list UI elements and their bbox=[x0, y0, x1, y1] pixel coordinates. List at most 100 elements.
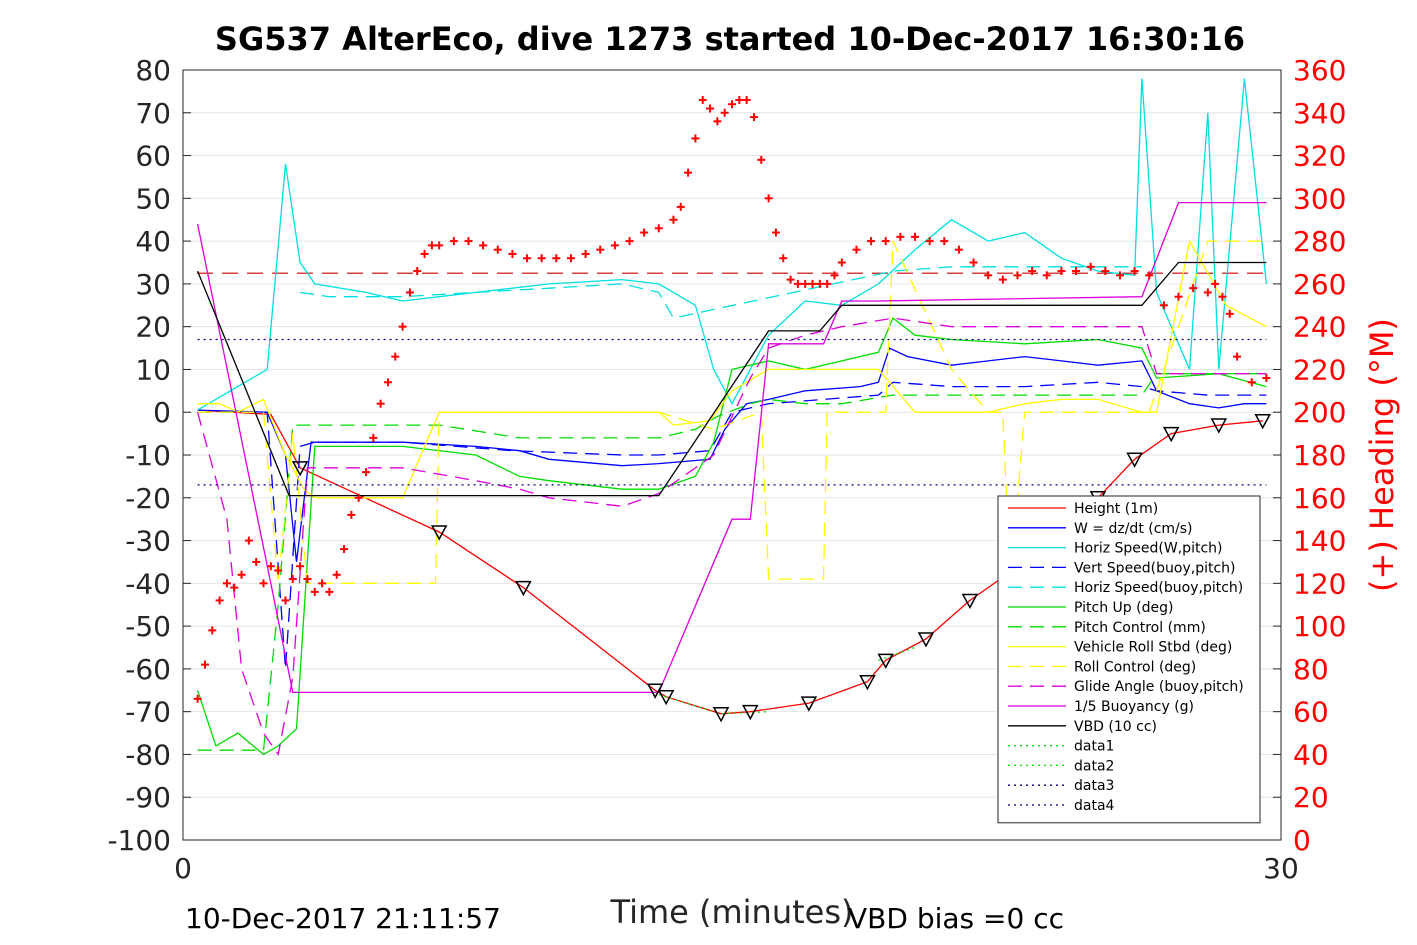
heading-point-24 bbox=[369, 433, 378, 442]
heading-point-102 bbox=[1247, 378, 1256, 387]
triangle-markers bbox=[291, 414, 1271, 723]
heading-point-91 bbox=[1115, 271, 1124, 280]
heading-point-13 bbox=[288, 575, 297, 584]
heading-point-5 bbox=[230, 583, 239, 592]
heading-point-72 bbox=[837, 258, 846, 267]
heading-point-83 bbox=[998, 275, 1007, 284]
heading-point-82 bbox=[984, 271, 993, 280]
y2tick-label-5: 260 bbox=[1293, 268, 1346, 301]
heading-point-19 bbox=[332, 570, 341, 579]
triangle-marker-16 bbox=[1126, 452, 1143, 468]
heading-point-98 bbox=[1211, 279, 1220, 288]
heading-point-70 bbox=[823, 279, 832, 288]
chart-title: SG537 AlterEco, dive 1273 started 10-Dec… bbox=[215, 20, 1245, 58]
heading-point-71 bbox=[830, 271, 839, 280]
series-line-5 bbox=[196, 317, 1267, 756]
legend: Height (1m) W = dz/dt (cm/s) Horiz Speed(W… bbox=[997, 495, 1261, 824]
heading-point-50 bbox=[676, 202, 685, 211]
ytick-label-11: -30 bbox=[125, 525, 171, 558]
heading-point-25 bbox=[376, 399, 385, 408]
heading-point-46 bbox=[625, 237, 634, 246]
right-axis-label: (+) Heading (°M) bbox=[1363, 318, 1401, 592]
legend-label-5: Pitch Up (deg) bbox=[1074, 600, 1173, 616]
ytick-label-13: -50 bbox=[125, 610, 171, 643]
heading-point-81 bbox=[969, 258, 978, 267]
heading-point-42 bbox=[566, 254, 575, 263]
heading-point-18 bbox=[325, 587, 334, 596]
legend-label-14: data3 bbox=[1074, 778, 1114, 794]
heading-point-33 bbox=[435, 241, 444, 250]
heading-point-76 bbox=[896, 232, 905, 241]
legend-label-8: Roll Control (deg) bbox=[1074, 659, 1196, 675]
legend-label-10: 1/5 Buoyancy (g) bbox=[1074, 699, 1194, 715]
heading-point-20 bbox=[340, 545, 349, 554]
heading-point-6 bbox=[237, 570, 246, 579]
heading-point-78 bbox=[925, 237, 934, 246]
heading-point-34 bbox=[449, 237, 458, 246]
legend-label-7: Vehicle Roll Stbd (deg) bbox=[1074, 640, 1232, 656]
heading-point-36 bbox=[479, 241, 488, 250]
triangle-marker-19 bbox=[1254, 414, 1271, 430]
heading-point-35 bbox=[464, 237, 473, 246]
y2tick-label-0: 360 bbox=[1293, 54, 1346, 87]
triangle-marker-11 bbox=[877, 653, 894, 669]
heading-point-77 bbox=[911, 232, 919, 241]
triangle-marker-10 bbox=[859, 674, 876, 691]
series-line-10 bbox=[196, 201, 1267, 694]
heading-point-60 bbox=[749, 113, 758, 122]
heading-point-86 bbox=[1042, 271, 1051, 280]
triangle-marker-7 bbox=[712, 707, 730, 723]
heading-point-27 bbox=[391, 352, 400, 361]
y2tick-label-17: 20 bbox=[1293, 781, 1329, 814]
ytick-label-10: -20 bbox=[125, 482, 171, 515]
triangle-marker-8 bbox=[742, 704, 759, 721]
ytick-label-8: 0 bbox=[153, 396, 171, 429]
heading-point-15 bbox=[303, 575, 312, 584]
xtick-label-1: 30 bbox=[1263, 852, 1299, 885]
heading-point-65 bbox=[786, 275, 795, 284]
series-line-13 bbox=[878, 646, 916, 661]
heading-point-29 bbox=[405, 288, 414, 297]
heading-point-23 bbox=[362, 468, 370, 477]
heading-point-56 bbox=[720, 108, 729, 117]
heading-point-64 bbox=[779, 254, 788, 263]
y2tick-label-4: 280 bbox=[1293, 225, 1346, 258]
heading-point-69 bbox=[815, 279, 824, 288]
series-line-6 bbox=[197, 373, 1267, 751]
heading-point-39 bbox=[523, 254, 532, 263]
triangle-marker-2 bbox=[291, 461, 309, 477]
legend-box bbox=[997, 495, 1261, 824]
heading-point-58 bbox=[735, 95, 744, 104]
heading-point-92 bbox=[1130, 267, 1139, 276]
heading-point-59 bbox=[742, 95, 751, 104]
x-axis-label: Time (minutes) bbox=[610, 893, 854, 931]
heading-point-17 bbox=[318, 579, 327, 588]
y2tick-label-7: 220 bbox=[1293, 353, 1346, 386]
heading-point-80 bbox=[954, 245, 963, 254]
y2tick-label-18: 0 bbox=[1293, 824, 1311, 857]
footer-vbd-bias: VBD bias =0 cc bbox=[848, 902, 1064, 935]
legend-label-9: Glide Angle (buoy,pitch) bbox=[1074, 679, 1244, 695]
heading-point-93 bbox=[1145, 271, 1154, 280]
heading-point-16 bbox=[310, 587, 319, 596]
triangle-marker-17 bbox=[1162, 426, 1180, 443]
triangle-marker-4 bbox=[515, 580, 532, 597]
triangle-marker-9 bbox=[800, 696, 818, 712]
heading-point-11 bbox=[274, 566, 283, 575]
heading-point-26 bbox=[383, 378, 392, 387]
x-axis-ticks: 0 30 bbox=[174, 832, 1299, 885]
heading-point-12 bbox=[281, 596, 290, 605]
heading-point-97 bbox=[1203, 288, 1212, 297]
ytick-label-9: -10 bbox=[125, 439, 171, 472]
y2tick-label-8: 200 bbox=[1293, 396, 1346, 429]
ytick-label-17: -90 bbox=[125, 781, 171, 814]
ytick-label-2: 60 bbox=[135, 140, 171, 173]
heading-point-10 bbox=[266, 562, 275, 571]
heading-point-87 bbox=[1057, 267, 1066, 276]
heading-point-54 bbox=[706, 104, 715, 113]
y2tick-label-15: 60 bbox=[1293, 696, 1329, 729]
y2tick-label-3: 300 bbox=[1293, 182, 1346, 215]
heading-point-68 bbox=[808, 279, 817, 288]
heading-point-21 bbox=[347, 510, 356, 519]
ytick-label-1: 70 bbox=[135, 97, 171, 130]
